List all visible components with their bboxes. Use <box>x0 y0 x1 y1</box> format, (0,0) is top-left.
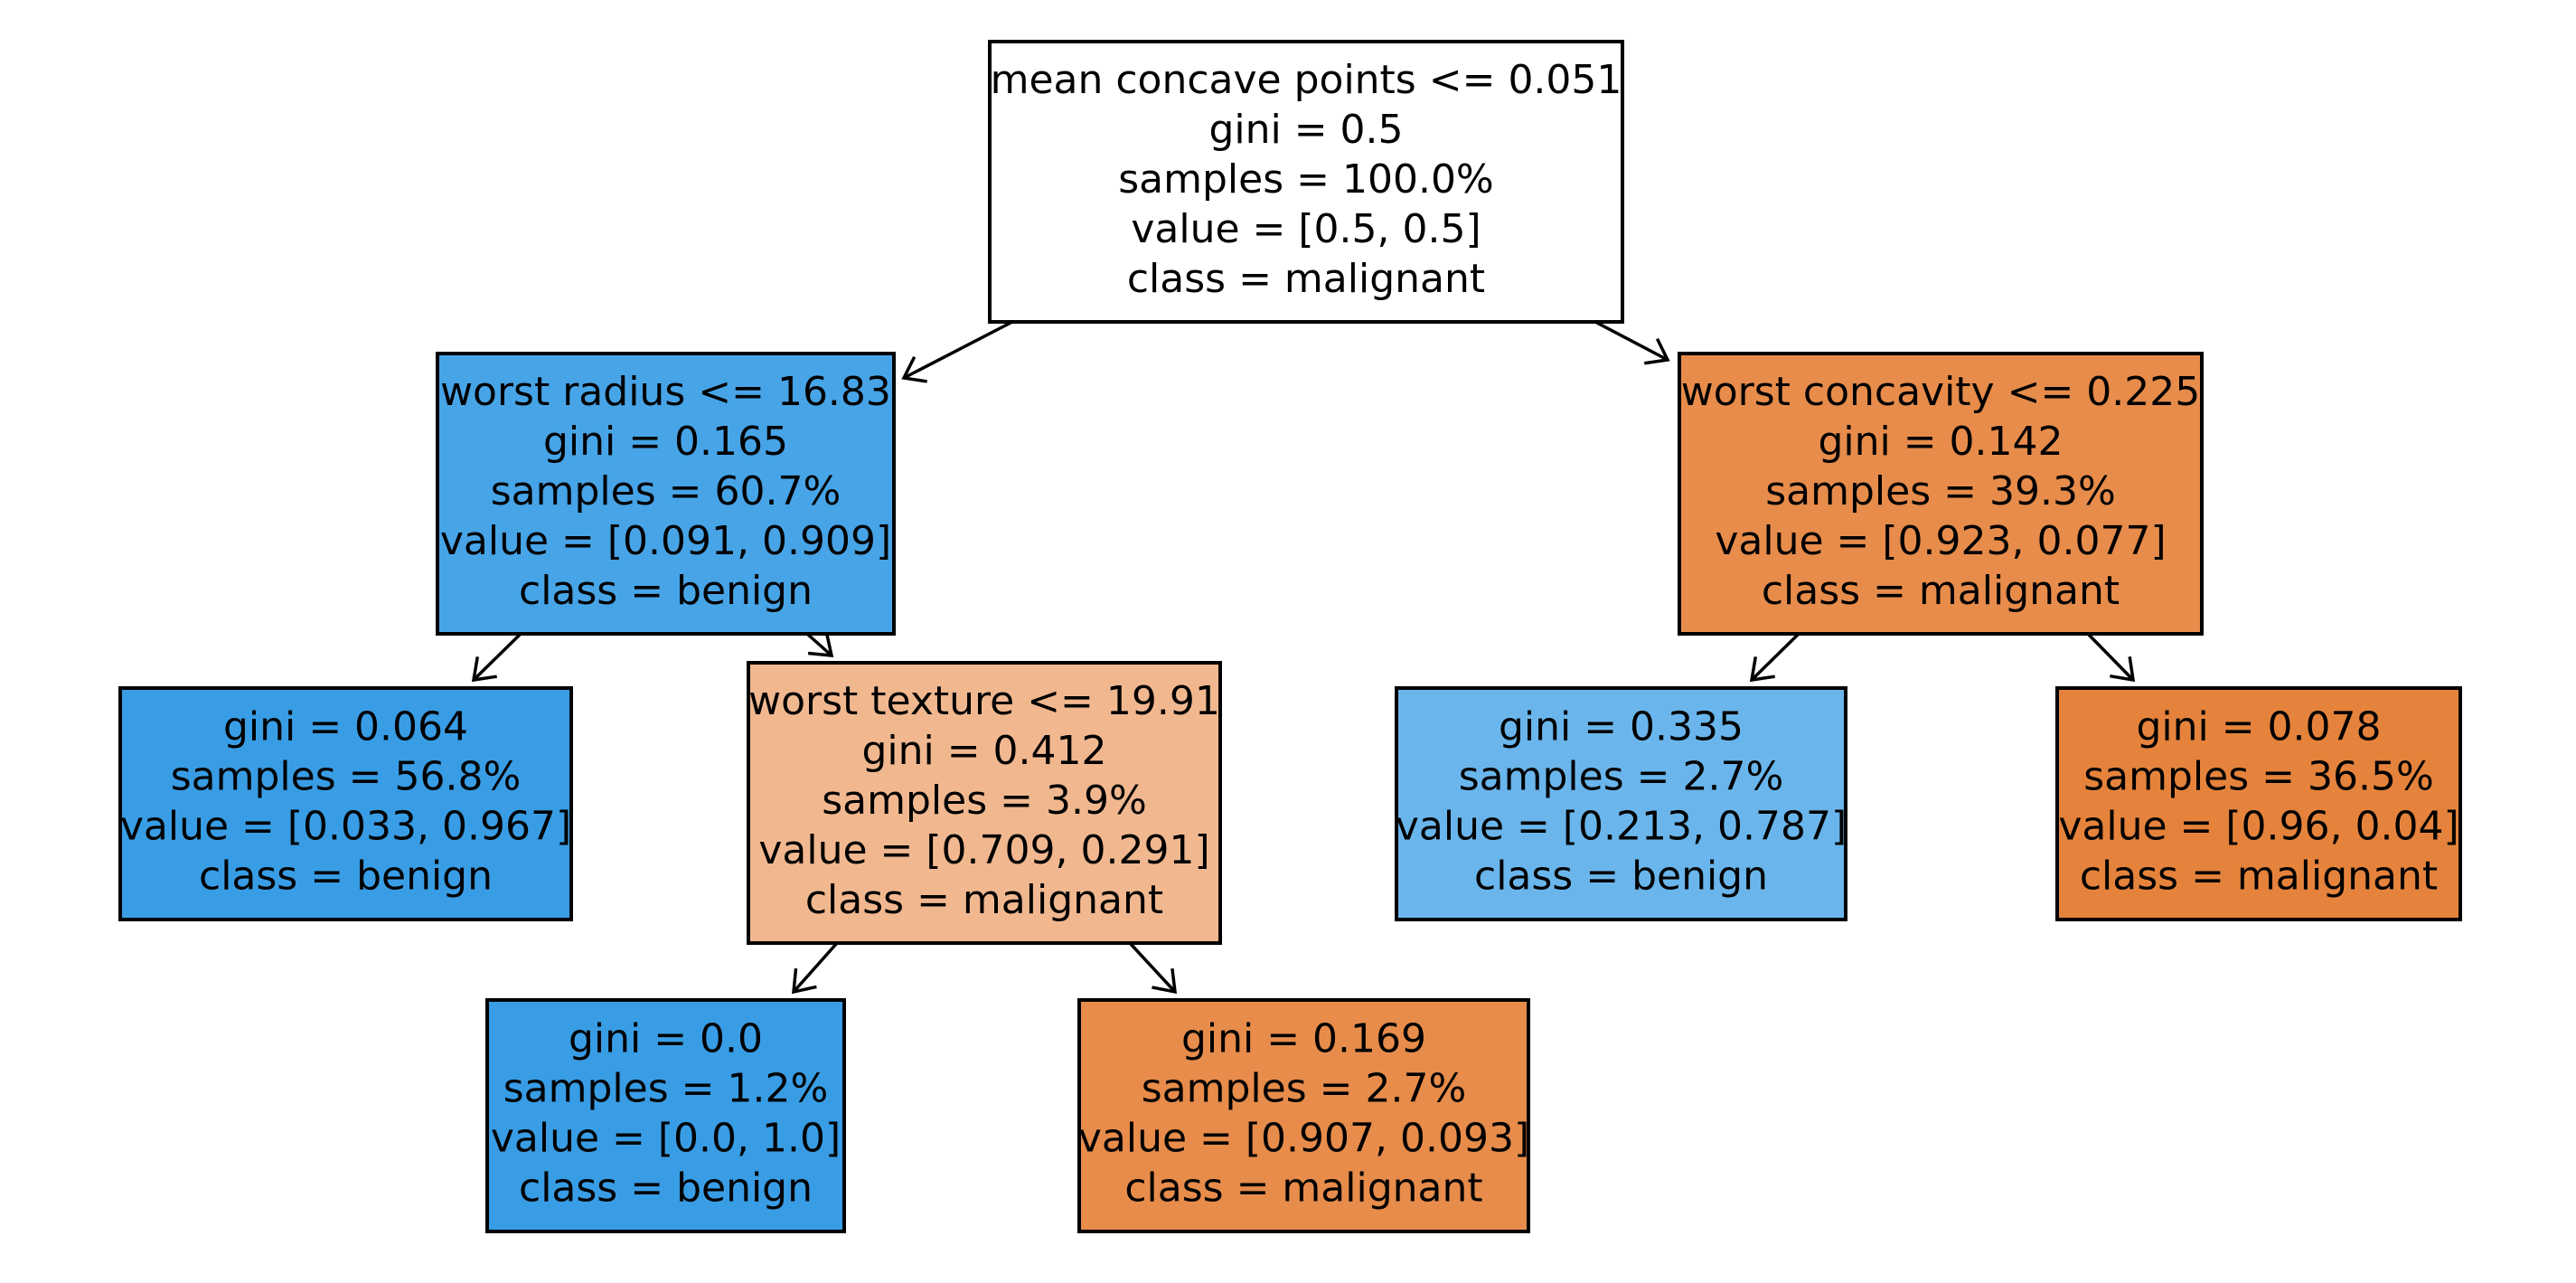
node-text-line: value = [0.091, 0.909] <box>440 518 891 564</box>
node-box <box>1678 352 2204 636</box>
node-text-line: gini = 0.335 <box>1499 704 1744 750</box>
arrow-head-icon <box>471 656 497 683</box>
node-box <box>747 661 1222 945</box>
node-text-line: value = [0.5, 0.5] <box>1131 206 1481 252</box>
node-box <box>1395 686 1847 921</box>
node-text-line: gini = 0.165 <box>543 419 788 465</box>
arrow-head-icon <box>1749 656 1775 683</box>
node-text-line: samples = 2.7% <box>1142 1066 1467 1112</box>
node-text-line: samples = 100.0% <box>1118 156 1494 203</box>
node-text-line: class = benign <box>519 568 813 614</box>
node-box <box>1077 998 1530 1233</box>
tree-edge <box>1128 941 1177 994</box>
node-text-line: value = [0.0, 1.0] <box>491 1116 841 1162</box>
node-text-line: worst radius <= 16.83 <box>440 369 891 415</box>
node-text-line: class = benign <box>519 1165 813 1212</box>
node-text-line: class = benign <box>1474 854 1768 900</box>
node-text-line: samples = 1.2% <box>503 1066 829 1112</box>
node-box <box>118 686 573 921</box>
arrow-head-icon <box>792 967 817 995</box>
node-text-line: gini = 0.0 <box>569 1016 763 1062</box>
node-text-line: value = [0.213, 0.787] <box>1396 804 1847 850</box>
node-text-line: class = malignant <box>2080 854 2438 900</box>
tree-edge <box>472 632 522 682</box>
tree-edge <box>792 941 839 994</box>
arrow-head-icon <box>1644 337 1670 365</box>
node-text-line: worst texture <= 19.91 <box>748 678 1220 724</box>
node-box <box>988 40 1624 324</box>
node-text-line: gini = 0.078 <box>2136 704 2381 750</box>
tree-edge <box>1750 632 1800 682</box>
node-text-line: gini = 0.064 <box>223 704 468 750</box>
node-text-line: value = [0.923, 0.077] <box>1715 518 2166 564</box>
node-text-line: worst concavity <= 0.225 <box>1681 369 2201 415</box>
node-text-line: samples = 60.7% <box>491 468 841 514</box>
arrow-head-icon <box>807 632 834 657</box>
tree-edge <box>903 320 1013 380</box>
node-text-line: samples = 39.3% <box>1765 468 2116 514</box>
node-text-line: samples = 3.9% <box>822 778 1147 824</box>
tree-edge <box>805 632 833 657</box>
arrow-head-icon <box>901 355 927 383</box>
node-text-line: samples = 36.5% <box>2083 754 2434 800</box>
node-text-line: value = [0.96, 0.04] <box>2058 804 2458 850</box>
node-text-line: samples = 2.7% <box>1459 754 1784 800</box>
node-text-line: class = malignant <box>1127 256 1485 302</box>
node-text-line: value = [0.907, 0.093] <box>1078 1116 1529 1162</box>
tree-edge <box>1594 320 1669 362</box>
node-text-line: class = malignant <box>805 877 1163 923</box>
node-text-line: gini = 0.169 <box>1181 1016 1426 1062</box>
node-text-line: value = [0.033, 0.967] <box>120 804 571 850</box>
arrow-head-icon <box>1152 967 1178 995</box>
node-text-line: mean concave points <= 0.051 <box>991 57 1622 103</box>
node-box <box>485 998 846 1233</box>
node-text-line: gini = 0.412 <box>861 728 1106 774</box>
tree-edge <box>2086 632 2135 682</box>
node-text-line: class = malignant <box>1124 1165 1482 1212</box>
tree-edges <box>471 320 2136 995</box>
node-box <box>436 352 896 636</box>
node-text-line: class = benign <box>199 854 493 900</box>
arrow-head-icon <box>2110 656 2136 683</box>
node-text-line: gini = 0.5 <box>1208 107 1403 153</box>
node-text-line: gini = 0.142 <box>1818 419 2063 465</box>
node-box <box>2055 686 2462 921</box>
node-text-line: class = malignant <box>1762 568 2120 614</box>
node-text-line: value = [0.709, 0.291] <box>758 827 1209 873</box>
node-text-line: samples = 56.8% <box>171 754 522 800</box>
